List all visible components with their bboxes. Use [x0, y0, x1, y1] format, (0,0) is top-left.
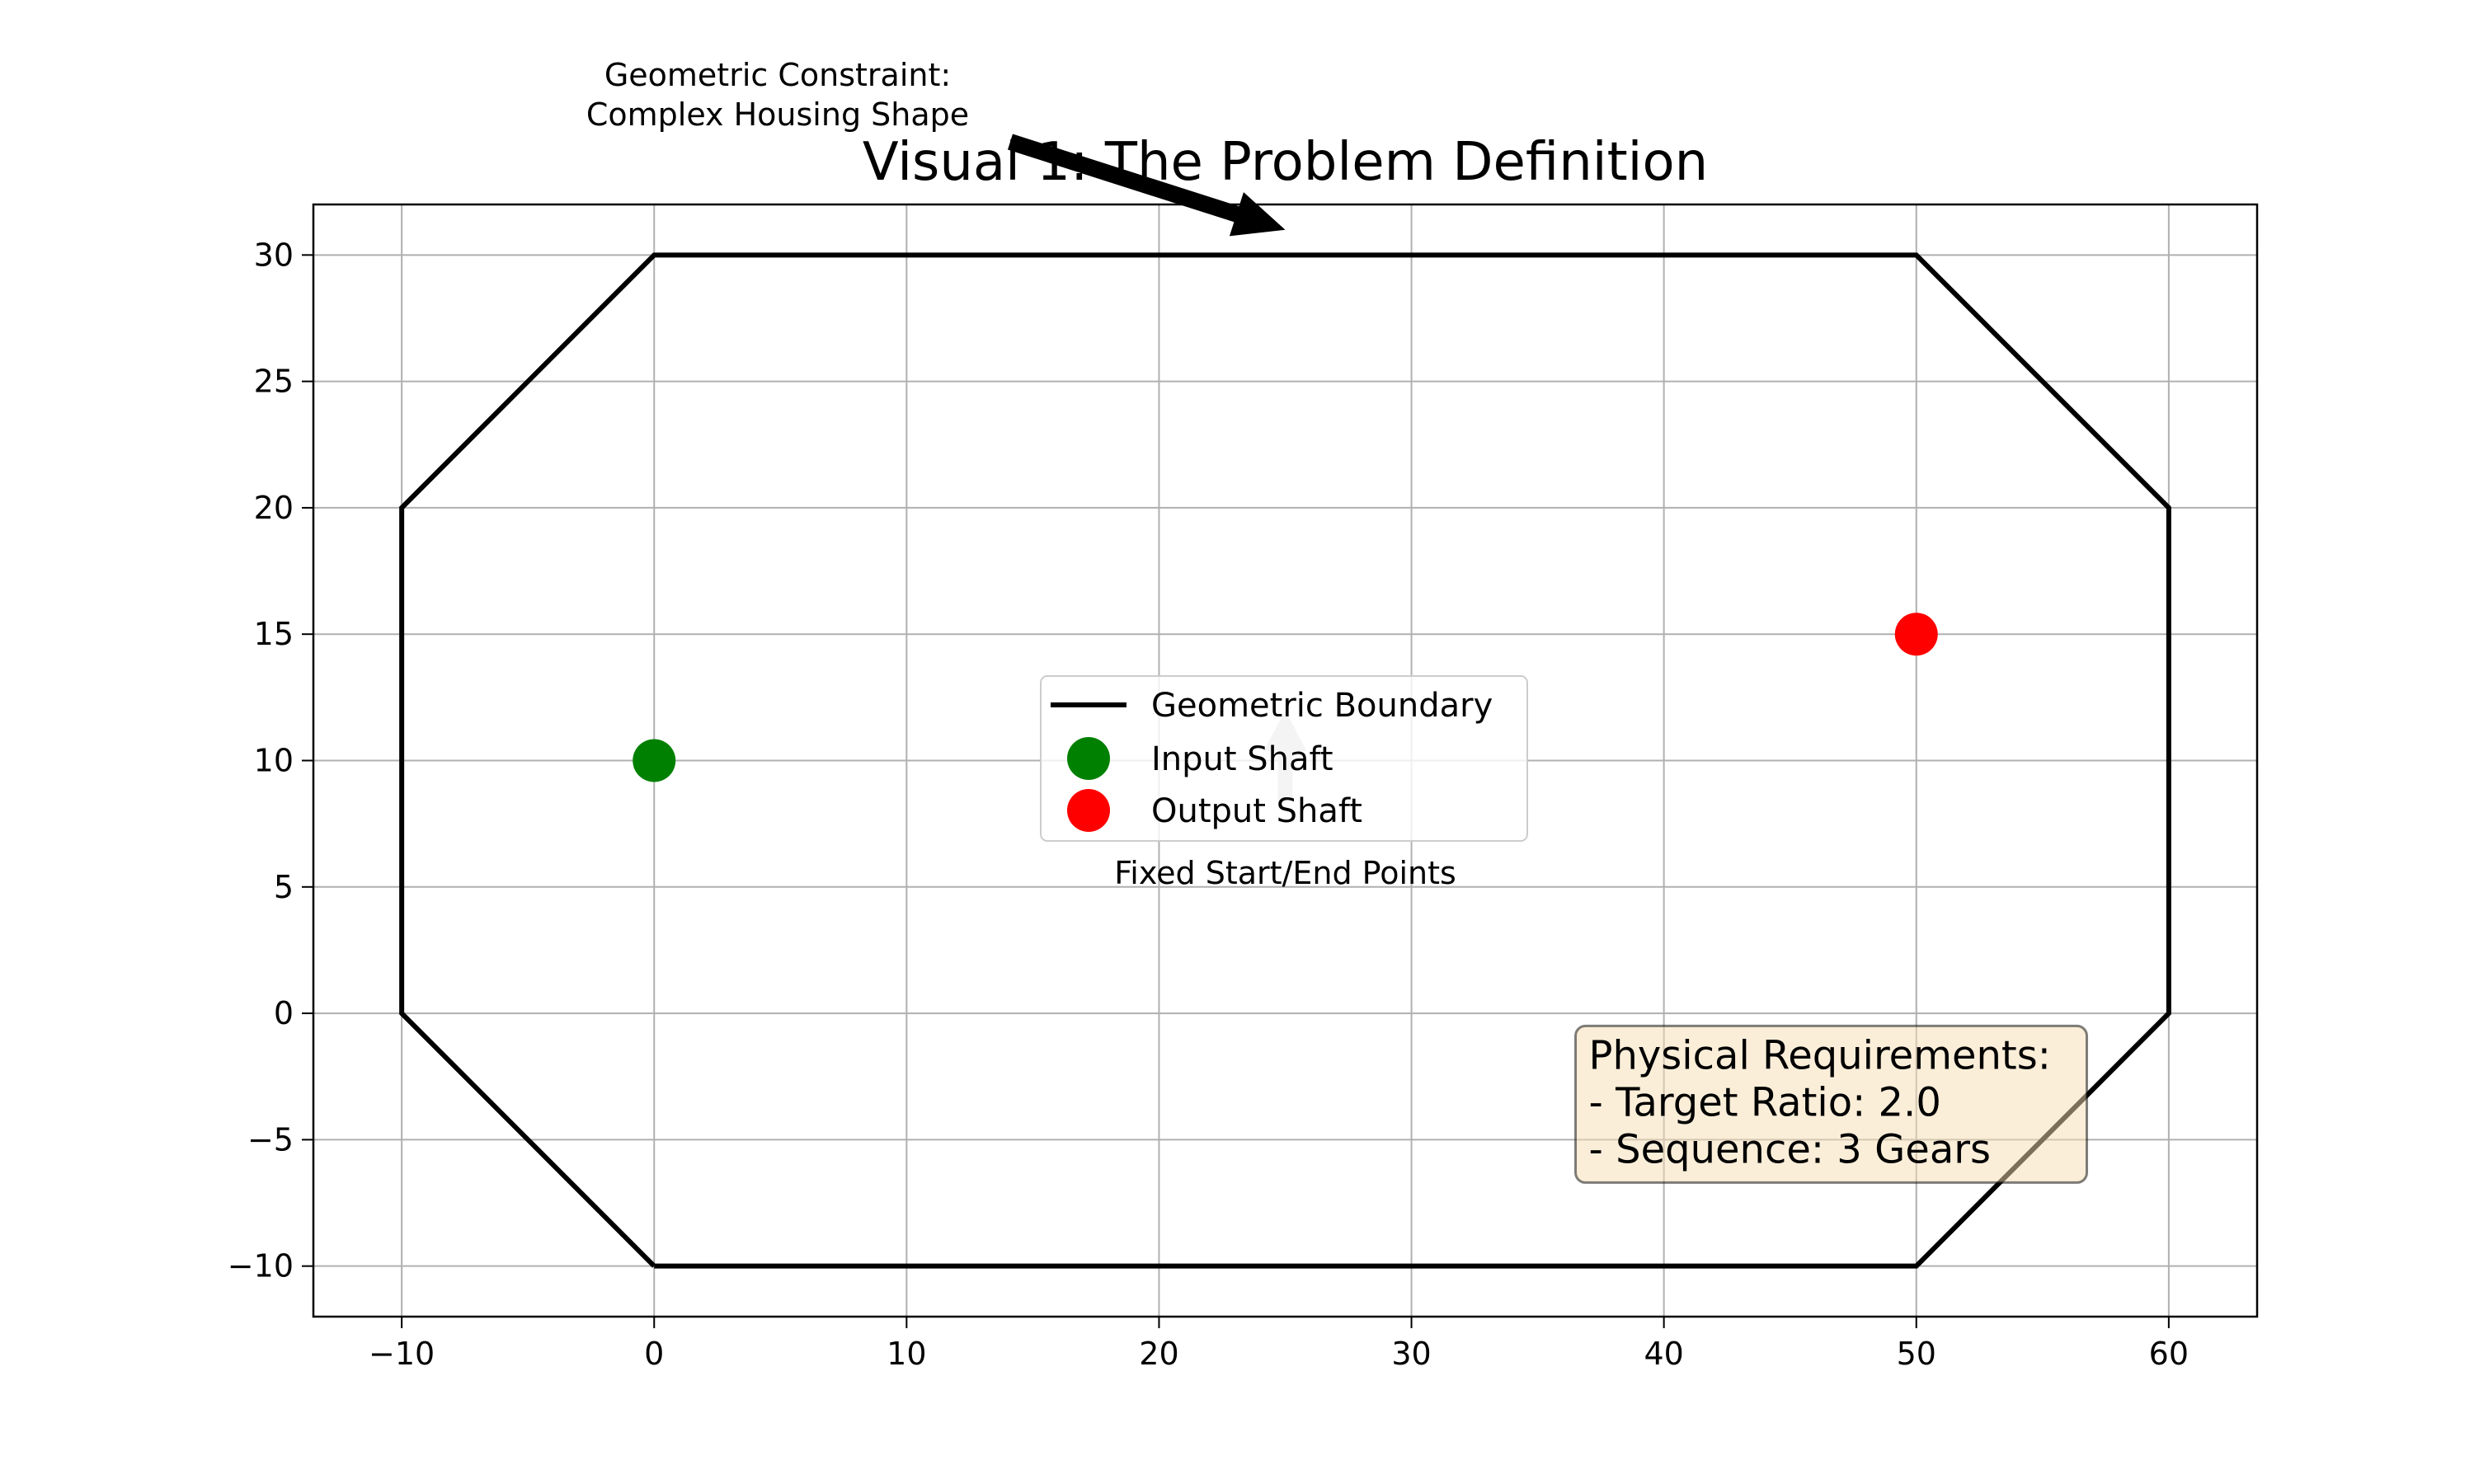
requirements-line: - Target Ratio: 2.0 [1589, 1079, 1941, 1125]
requirements-line: - Sequence: 3 Gears [1589, 1126, 1991, 1172]
requirements-line: Physical Requirements: [1589, 1032, 2051, 1078]
input-shaft-point [633, 739, 676, 782]
legend-label: Input Shaft [1151, 740, 1333, 778]
y-tick-label: 30 [254, 237, 294, 273]
legend-label: Geometric Boundary [1151, 687, 1493, 725]
plot-area: −10 0 10 20 30 40 50 60 −10 −5 0 5 10 15 20 25 30 Fixed S… [228, 57, 2259, 1372]
x-tick-label: −10 [369, 1336, 435, 1372]
x-tick-label: 0 [644, 1336, 664, 1372]
y-tick-label: 0 [274, 995, 294, 1031]
y-tick-label: 20 [254, 490, 294, 526]
constraint-annotation-line-2: Complex Housing Shape [586, 96, 969, 133]
x-tick-label: 10 [887, 1336, 926, 1372]
y-tick-label: −5 [247, 1121, 294, 1158]
constraint-arrow [1008, 134, 1286, 237]
legend-box [1040, 675, 1528, 842]
x-tick-label: 20 [1139, 1336, 1178, 1372]
y-tick-label: 15 [254, 616, 294, 652]
fixed-points-annotation: Fixed Start/End Points [1114, 855, 1456, 891]
legend-label: Output Shaft [1151, 792, 1362, 830]
legend-output-swatch [1067, 789, 1110, 832]
y-tick-label: −10 [228, 1248, 294, 1284]
chart-title: Visual 1: The Problem Definition [863, 132, 1708, 193]
y-tick-label: 25 [254, 364, 294, 400]
x-tick-label: 50 [1897, 1336, 1936, 1372]
x-tick-label: 60 [2149, 1336, 2189, 1372]
axes-frame [312, 203, 2259, 1318]
legend-input-swatch [1067, 737, 1110, 780]
y-tick-label: 5 [274, 869, 294, 905]
constraint-annotation-line-1: Geometric Constraint: [604, 57, 951, 93]
requirements-box [1574, 1024, 2089, 1184]
output-shaft-point [1894, 613, 1938, 656]
x-tick-label: 40 [1644, 1336, 1683, 1372]
x-tick-label: 30 [1391, 1336, 1431, 1372]
y-tick-label: 10 [254, 743, 294, 779]
